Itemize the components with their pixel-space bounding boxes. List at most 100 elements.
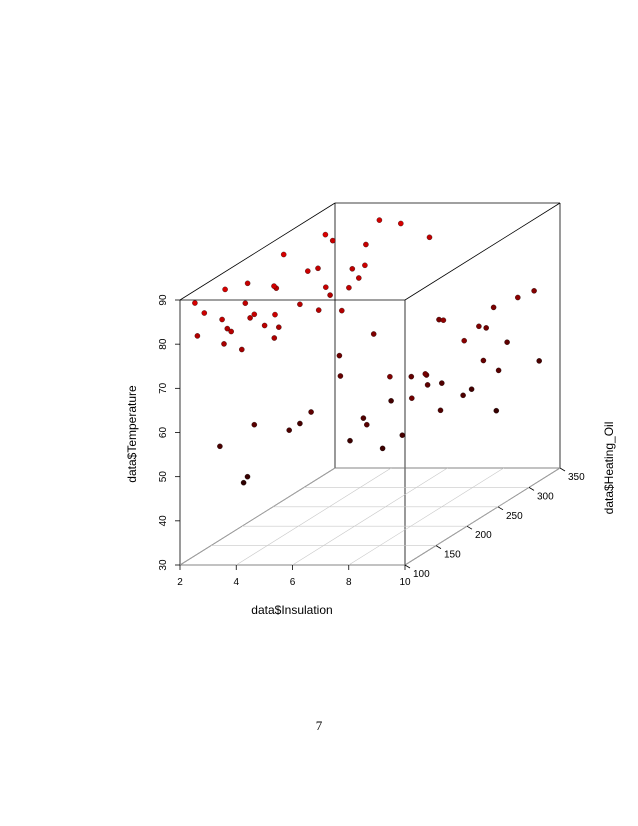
y-tick-mark (559, 467, 566, 472)
data-point (297, 420, 303, 427)
z-tick-label: 80 (158, 338, 169, 350)
data-point (244, 280, 251, 287)
y-axis-ticks: 100 150 200 250 300 350 (404, 467, 585, 580)
data-point (244, 473, 251, 480)
data-point (217, 443, 223, 450)
data-point (276, 324, 282, 330)
data-point (531, 288, 537, 294)
data-point (222, 286, 228, 293)
data-point (228, 328, 234, 335)
data-point (251, 421, 258, 428)
data-point (221, 341, 227, 347)
x-tick-label: 8 (346, 577, 352, 588)
data-point (194, 333, 201, 339)
z-axis-ticks: 30 40 50 60 70 80 90 (158, 294, 180, 571)
data-point (360, 415, 367, 421)
data-point (480, 357, 487, 364)
data-point (422, 371, 429, 377)
y-tick-label: 200 (475, 530, 492, 541)
data-point (337, 373, 344, 379)
z-tick-label: 40 (158, 515, 169, 527)
data-point (440, 317, 447, 323)
data-point (224, 325, 231, 332)
floor-grid-line (348, 467, 504, 566)
data-point (398, 220, 404, 227)
data-point (504, 339, 510, 345)
floor-grid-line (236, 467, 392, 566)
data-point (329, 237, 336, 244)
y-axis-label: data$Heating_Oil (602, 422, 616, 515)
data-point (356, 275, 362, 281)
data-point (286, 427, 292, 433)
x-axis-ticks: 2 4 6 8 10 (177, 565, 411, 588)
floor-grid-line (292, 467, 448, 566)
data-point (439, 380, 445, 386)
data-point (251, 311, 258, 318)
data-point (240, 479, 247, 486)
data-point (315, 307, 322, 313)
data-point (346, 284, 352, 291)
data-point (370, 331, 377, 337)
z-tick-label: 90 (158, 294, 169, 306)
data-point (308, 409, 314, 415)
data-point (315, 265, 321, 272)
y-tick-mark (404, 564, 411, 569)
x-tick-label: 4 (233, 577, 239, 588)
data-point (261, 322, 268, 329)
data-point (536, 358, 542, 364)
data-point (362, 262, 368, 269)
data-point (483, 325, 489, 331)
box-edge (404, 202, 561, 301)
data-point (490, 304, 497, 311)
y-tick-label: 250 (506, 511, 523, 522)
y-tick-mark (497, 506, 504, 511)
data-point (272, 311, 278, 318)
floor-grid (179, 467, 561, 566)
data-point (349, 266, 356, 272)
data-point (379, 445, 386, 452)
data-point (280, 251, 287, 258)
data-point (271, 283, 277, 289)
data-point (460, 392, 466, 399)
x-tick-label: 10 (399, 577, 411, 588)
data-point (364, 421, 370, 428)
data-points (192, 217, 542, 486)
data-point (201, 310, 208, 316)
data-point (376, 217, 383, 223)
x-tick-label: 2 (177, 577, 183, 588)
data-point (493, 407, 500, 414)
data-point (409, 395, 415, 401)
data-point (461, 337, 467, 344)
z-tick-label: 30 (158, 559, 169, 571)
data-point (219, 316, 225, 323)
data-point (495, 367, 502, 374)
data-point (339, 307, 345, 314)
z-tick-label: 70 (158, 382, 169, 394)
box-edge (179, 202, 336, 301)
data-point (399, 432, 406, 438)
y-tick-label: 300 (537, 491, 554, 502)
floor-grid-line (179, 467, 336, 566)
data-point (408, 373, 415, 380)
data-point (424, 382, 431, 388)
page-number: 7 (315, 718, 323, 733)
data-point (468, 386, 475, 392)
z-tick-label: 50 (158, 471, 169, 483)
data-point (242, 300, 249, 306)
plot-box (179, 202, 561, 566)
data-point (271, 335, 278, 341)
data-point (387, 373, 393, 380)
data-point (515, 294, 521, 301)
data-point (247, 315, 253, 321)
data-point (347, 437, 353, 444)
data-point (437, 407, 444, 414)
data-point (323, 284, 329, 290)
y-tick-label: 100 (413, 569, 430, 580)
data-point (297, 301, 303, 308)
data-point (336, 352, 343, 359)
data-point (388, 398, 394, 404)
y-tick-label: 350 (568, 472, 585, 483)
data-point (322, 231, 329, 238)
x-tick-label: 6 (290, 577, 296, 588)
